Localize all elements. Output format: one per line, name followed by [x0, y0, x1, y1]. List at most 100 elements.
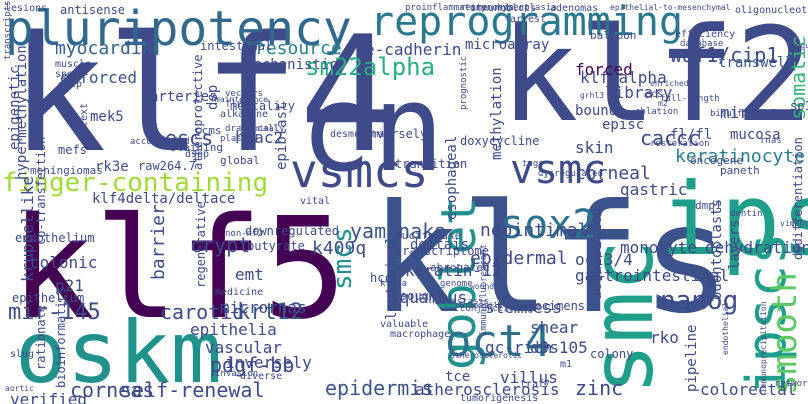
cloud-word: diverse — [240, 371, 283, 382]
cloud-word: regenerative — [194, 201, 208, 288]
cloud-word: epithelial-to-mesenchymal — [610, 3, 731, 12]
cloud-word: wound — [470, 282, 495, 291]
cloud-word: vascular — [205, 338, 283, 357]
cloud-word: endothelium — [15, 231, 95, 245]
cloud-word: myocardin — [55, 38, 153, 59]
cloud-word: transwell — [718, 55, 794, 71]
cloud-word: transcriptome — [395, 244, 489, 258]
cloud-word: klf5 — [10, 188, 348, 351]
cloud-word: adenomas — [550, 3, 599, 14]
cloud-word: full-length — [660, 94, 720, 104]
cloud-word: library — [605, 83, 673, 102]
cloud-word: mirnas — [720, 103, 778, 122]
cloud-word: mek5 — [90, 109, 124, 125]
cloud-word: staining — [170, 141, 223, 154]
cloud-word: tongue — [786, 41, 808, 50]
cloud-word: macrophage — [390, 329, 451, 340]
cloud-word: arteries — [150, 89, 218, 105]
cloud-word: sp1 — [790, 99, 808, 113]
cloud-word: escs — [165, 126, 214, 150]
cloud-word: shear — [530, 318, 579, 337]
cloud-word: butyrate — [247, 239, 305, 253]
cloud-word: balloon — [590, 29, 637, 42]
cloud-word: emt — [235, 265, 264, 284]
cloud-word: smooth — [765, 272, 805, 395]
cloud-word: deltais — [410, 237, 470, 253]
cloud-word: epidermis — [325, 376, 434, 400]
cloud-word: waf1/cip1 — [670, 43, 779, 67]
cloud-word: krt12 — [237, 300, 304, 325]
cloud-word: conversely — [355, 127, 428, 141]
cloud-word: metastasis — [435, 297, 490, 307]
cloud-word: mucosa — [730, 127, 781, 143]
cloud-word: neointimal — [480, 220, 589, 241]
cloud-word: flow — [225, 99, 250, 110]
cloud-word: oskm — [15, 303, 223, 403]
cloud-word: vimentin — [780, 219, 808, 228]
cloud-word: m2 — [658, 99, 668, 108]
cloud-word: aortic — [5, 384, 34, 393]
cloud-word: pluripotency — [5, 1, 352, 57]
cloud-word: abrogated — [430, 261, 490, 274]
cloud-word: tce — [445, 369, 471, 385]
cloud-word: klf4alpha — [580, 68, 667, 87]
cloud-word: drastically — [225, 124, 285, 134]
cloud-word: c-myc — [360, 109, 397, 123]
cloud-word: vsmc — [510, 147, 607, 193]
cloud-word: genome — [440, 279, 473, 289]
cloud-word: restenosis — [460, 3, 515, 13]
cloud-word: desmosomal — [330, 129, 391, 140]
cloud-word: paneth — [720, 164, 760, 177]
cloud-word: co-transfection — [34, 136, 48, 245]
cloud-word: non-nf2 — [225, 229, 263, 239]
cloud-word: endothelial — [721, 302, 730, 355]
cloud-word: self-renewal — [120, 378, 265, 402]
cloud-word: immunoprecipitation — [759, 301, 768, 393]
cloud-word: layers — [727, 219, 743, 270]
cloud-word: bioinformatics — [54, 286, 68, 388]
cloud-word: muscle — [55, 59, 92, 70]
cloud-word: ips — [660, 161, 808, 278]
cloud-word: transcripts — [3, 0, 13, 60]
cloud-word: immunofluorescent — [479, 243, 489, 336]
cloud-word: epithelium — [12, 291, 85, 305]
cloud-word: keratinocyte — [675, 146, 806, 167]
cloud-word: traf7 — [520, 379, 551, 390]
cloud-word: spe — [55, 69, 74, 80]
cloud-word: downregulated — [245, 224, 339, 238]
cloud-word: raw264.7 — [138, 159, 196, 173]
cloud-word: resource — [255, 38, 342, 59]
cloud-word: chip — [58, 79, 83, 90]
cloud-word: verified — [10, 390, 88, 404]
cloud-word: proinflammatory — [405, 3, 487, 13]
cloud-word: ablation — [635, 107, 679, 117]
cloud-word: dspp — [185, 149, 210, 160]
cloud-word: hcc — [370, 271, 392, 285]
cloud-word: yamanaka — [350, 219, 447, 243]
cloud-word: atherosclerosis — [415, 380, 560, 399]
cloud-word: specimens — [520, 299, 586, 313]
cloud-word: atherosclerotic — [450, 351, 523, 360]
cloud-word: reprogramming — [370, 0, 684, 45]
cloud-word: acquisition — [589, 207, 605, 300]
cloud-word: pipeline — [684, 324, 700, 392]
cloud-word: squamous — [390, 288, 468, 307]
cloud-word: e-cadherin — [365, 40, 462, 59]
cloud-word: slug — [10, 349, 35, 360]
cloud-word: networks — [775, 379, 808, 389]
cloud-word: gastric — [620, 180, 688, 199]
cloud-word: oct3/4 — [575, 250, 633, 269]
cloud-word: medicine — [215, 287, 264, 298]
cloud-word: episc — [602, 117, 645, 133]
cloud-word: colonic — [30, 253, 98, 272]
cloud-word: database — [680, 39, 724, 49]
cloud-word: colorectal — [700, 380, 797, 399]
cloud-word: rk3e — [95, 159, 129, 175]
cloud-word: valuable — [380, 319, 429, 330]
cloud-word: accompanied — [130, 137, 190, 147]
cloud-word: epidermal — [470, 248, 568, 269]
cloud-word: meningiomas — [30, 164, 103, 177]
cloud-word: bound — [575, 103, 618, 119]
cloud-word: carotid — [160, 300, 245, 324]
cloud-word: d9s105 — [530, 338, 588, 357]
